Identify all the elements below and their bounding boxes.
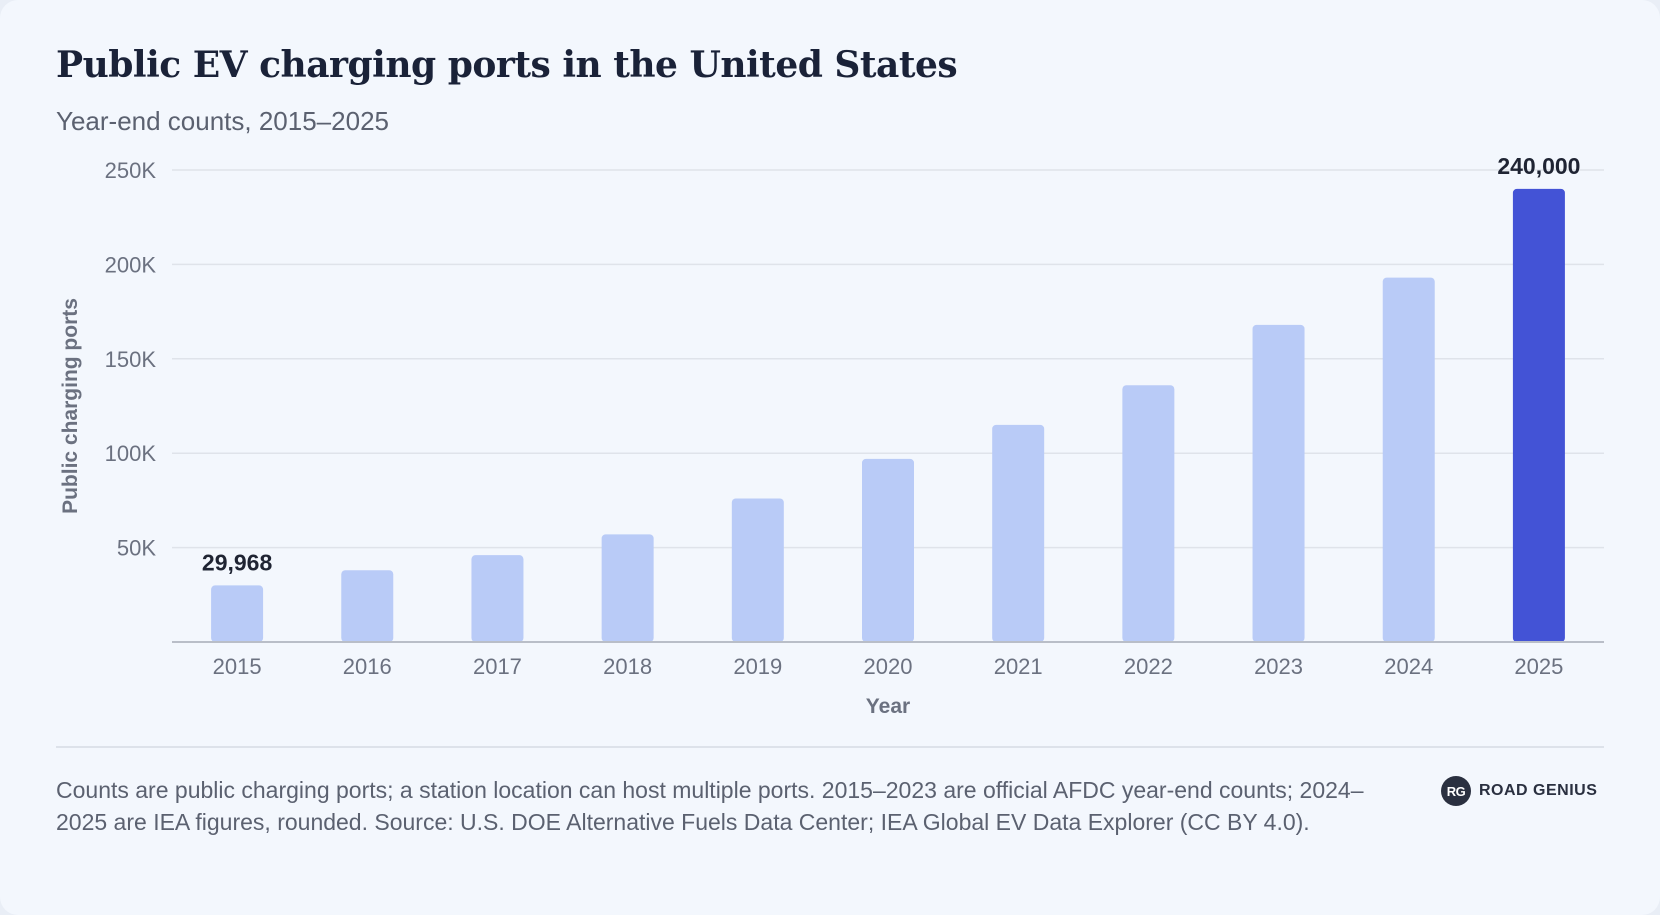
- x-tick-label: 2016: [343, 654, 392, 679]
- y-tick-label: 100K: [105, 441, 157, 466]
- bar: [601, 534, 654, 642]
- bar: [1512, 188, 1565, 642]
- x-tick-label: 2017: [473, 654, 522, 679]
- divider: [56, 746, 1604, 748]
- chart-subtitle: Year-end counts, 2015–2025: [56, 106, 389, 136]
- x-tick-label: 2020: [864, 654, 913, 679]
- chart-title: Public EV charging ports in the United S…: [56, 44, 958, 86]
- bar: [862, 458, 914, 642]
- bar: [1382, 277, 1435, 642]
- bar: [211, 585, 264, 642]
- x-tick-label: 2019: [733, 654, 782, 679]
- bar: [471, 555, 524, 642]
- x-tick-label: 2024: [1384, 654, 1433, 679]
- x-tick-label: 2015: [213, 654, 262, 679]
- bar-chart: 50K 100K 150K 200K 250K 2015 2016 2017 2018 2019 2…: [59, 153, 1604, 718]
- bar: [1252, 324, 1305, 642]
- y-axis-title: Public charging ports: [59, 298, 82, 514]
- bar: [992, 424, 1045, 642]
- y-tick-label: 200K: [105, 252, 157, 277]
- brand-name: ROAD GENIUS: [1479, 782, 1598, 799]
- bar: [1122, 385, 1175, 642]
- data-label: 29,968: [202, 549, 273, 575]
- brand-mark-icon: RG: [1441, 776, 1471, 806]
- y-tick-label: 250K: [105, 158, 157, 183]
- x-tick-label: 2022: [1124, 654, 1173, 679]
- bar: [731, 498, 784, 642]
- footnote: Counts are public charging ports; a stat…: [56, 777, 1364, 835]
- x-tick-label: 2025: [1514, 654, 1563, 679]
- brand-logo: RG ROAD GENIUS: [1441, 776, 1597, 806]
- y-tick-label: 150K: [105, 347, 157, 372]
- y-tick-label: 50K: [117, 536, 156, 561]
- x-tick-label: 2023: [1254, 654, 1303, 679]
- x-tick-label: 2021: [994, 654, 1043, 679]
- x-axis-title: Year: [866, 695, 910, 718]
- data-label: 240,000: [1497, 153, 1580, 179]
- bar: [341, 570, 394, 642]
- x-tick-label: 2018: [603, 654, 652, 679]
